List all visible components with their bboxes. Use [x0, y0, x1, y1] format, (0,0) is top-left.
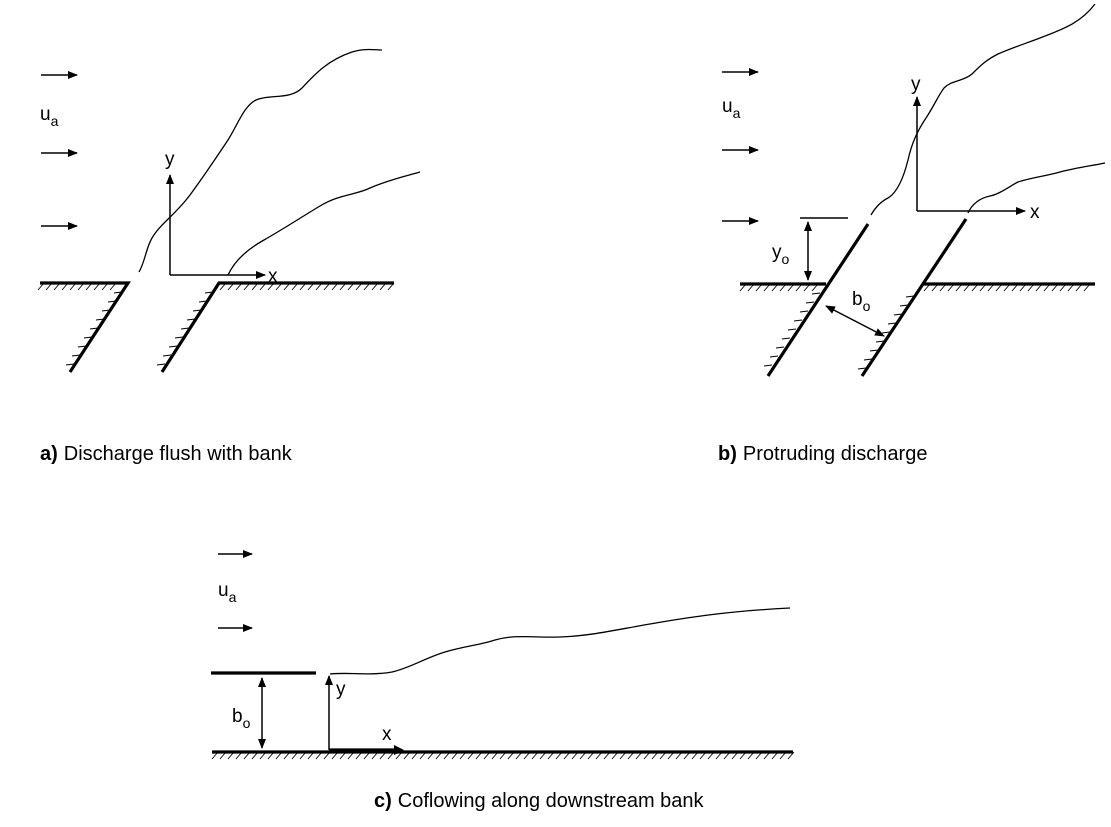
panel-b: ua yo bo y x b) Protruding discharge [718, 3, 1106, 465]
width-label: bo [852, 289, 871, 314]
plume-lower-boundary [967, 162, 1106, 214]
x-axis-arrowhead [394, 745, 404, 755]
y-axis-label: y [165, 149, 175, 170]
plume-upper-boundary [329, 607, 791, 675]
bank-hatching [211, 751, 795, 760]
left-bank [40, 281, 131, 373]
x-axis-label: x [382, 724, 392, 745]
y-axis-label: y [336, 679, 346, 700]
ambient-velocity-label: ua [218, 580, 237, 605]
x-axis-label: x [1030, 202, 1040, 223]
plume-lower-boundary [227, 171, 421, 276]
panel-c: ua bo y x c) Coflowing along downstream b… [211, 550, 795, 812]
ambient-velocity-label: ua [40, 104, 59, 129]
bank-hatching [739, 283, 1091, 370]
left-pipe-wall [766, 223, 870, 377]
bank-hatching [37, 282, 395, 366]
y-axis-label: y [911, 74, 921, 95]
right-pipe-wall [860, 218, 968, 377]
caption-a: a) Discharge flush with bank [40, 443, 293, 465]
ambient-velocity-label: ua [722, 96, 741, 121]
right-bank [160, 281, 394, 373]
offset-label: yo [772, 242, 790, 267]
width-dimension-arrow [825, 305, 885, 337]
plume-upper-boundary [138, 48, 383, 273]
caption-c: c) Coflowing along downstream bank [374, 790, 705, 812]
panel-a: ua y x a) Discharge flush with bank [37, 48, 421, 465]
plume-upper-boundary [870, 3, 1096, 216]
width-label: bo [232, 706, 251, 731]
caption-b: b) Protruding discharge [718, 443, 927, 465]
x-axis-label: x [268, 266, 278, 287]
